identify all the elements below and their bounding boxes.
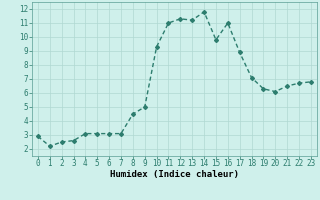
X-axis label: Humidex (Indice chaleur): Humidex (Indice chaleur) xyxy=(110,170,239,179)
